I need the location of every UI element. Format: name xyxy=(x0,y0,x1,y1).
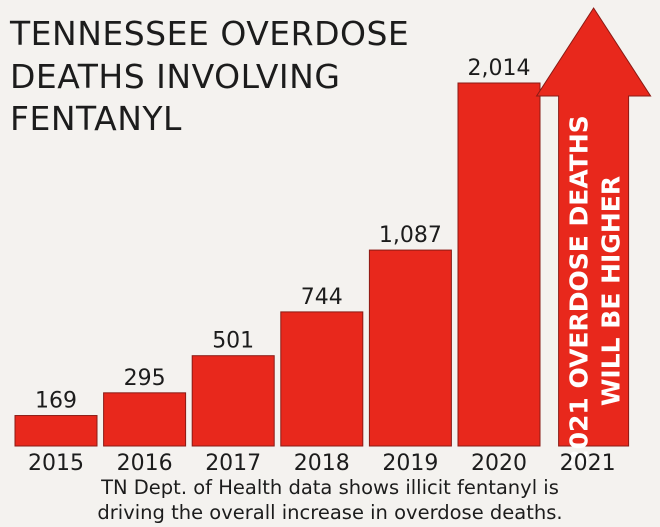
value-label-2015: 169 xyxy=(35,389,77,414)
bar-2015 xyxy=(14,415,98,447)
arrow-shape xyxy=(535,7,652,447)
year-label-2018: 2018 xyxy=(294,451,350,476)
caption-line-1: TN Dept. of Health data shows illicit fe… xyxy=(100,476,559,499)
chart-title-line-1: TENNESSEE OVERDOSE xyxy=(9,14,409,53)
year-label-2016: 2016 xyxy=(117,451,173,476)
arrow-text-line-1: 2021 OVERDOSE DEATHS xyxy=(565,115,594,467)
bar-2016 xyxy=(103,392,187,447)
caption: TN Dept. of Health data shows illicit fe… xyxy=(97,476,562,524)
chart-title-line-2: DEATHS INVOLVING xyxy=(10,57,340,96)
value-label-2017: 501 xyxy=(212,329,254,354)
caption-line-2: driving the overall increase in overdose… xyxy=(97,501,562,524)
bar-2019 xyxy=(368,249,452,447)
bar-2018 xyxy=(280,311,364,447)
year-label-2019: 2019 xyxy=(382,451,438,476)
value-label-2019: 1,087 xyxy=(379,223,442,248)
bar-2017 xyxy=(191,355,275,447)
year-label-2017: 2017 xyxy=(205,451,261,476)
chart-title-line-3: FENTANYL xyxy=(10,99,182,138)
year-label-2021: 2021 xyxy=(560,451,616,476)
value-label-2018: 744 xyxy=(301,285,343,310)
value-label-2016: 295 xyxy=(124,366,166,391)
bar-2020 xyxy=(457,82,541,447)
year-label-2015: 2015 xyxy=(28,451,84,476)
year-label-2020: 2020 xyxy=(471,451,527,476)
value-label-2020: 2,014 xyxy=(468,56,531,81)
labels-group: 169 2015 295 2016 501 2017 744 2018 1,087 2019 2,0… xyxy=(28,56,616,476)
higher-2021-arrow: 2021 OVERDOSE DEATHS WILL BE HIGHER xyxy=(535,7,652,467)
arrow-text: 2021 OVERDOSE DEATHS WILL BE HIGHER xyxy=(565,115,626,467)
bars-group xyxy=(14,82,541,447)
arrow-text-line-2: WILL BE HIGHER xyxy=(597,176,626,406)
chart-title: TENNESSEE OVERDOSE DEATHS INVOLVING FENT… xyxy=(9,14,409,138)
